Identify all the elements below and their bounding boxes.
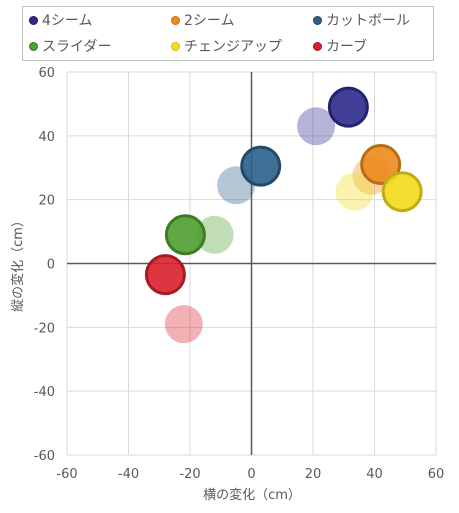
x-axis-title: 横の変化（cm） (203, 487, 301, 503)
y-tick-label: -40 (34, 385, 55, 400)
legend-item-2seam: 2シーム (171, 11, 235, 29)
legend-dot-2seam (171, 15, 180, 25)
legend-label-cutball: カットボール (326, 13, 410, 29)
legend-label-slider: スライダー (42, 39, 112, 55)
legend: 4シーム 2シーム カットボール スライダー チェンジアップ カーブ (22, 6, 434, 61)
legend-label-changeup: チェンジアップ (184, 39, 282, 55)
y-tick-label: -60 (34, 449, 55, 464)
y-tick-label: 40 (38, 130, 55, 145)
x-tick-label: 40 (366, 467, 383, 482)
y-tick-label: 20 (38, 194, 55, 209)
legend-item-slider: スライダー (29, 37, 111, 55)
tick-labels: -60 -40 -20 0 20 40 60 -60 -40 -20 0 20 40 60 (34, 66, 445, 482)
legend-dot-slider (29, 41, 38, 51)
y-tick-label: 60 (38, 66, 55, 81)
legend-label-2seam: 2シーム (184, 13, 235, 29)
data-point (335, 172, 374, 211)
x-tick-label: 60 (428, 467, 445, 482)
y-axis-title: 縦の変化（cm） (10, 214, 26, 312)
legend-dot-cutball (313, 15, 322, 25)
x-tick-label: 0 (247, 467, 255, 482)
data-point (164, 305, 203, 344)
y-tick-label: 0 (47, 258, 55, 273)
x-tick-label: -20 (179, 467, 200, 482)
data-point (360, 144, 402, 186)
x-tick-label: 20 (305, 467, 322, 482)
data-point (327, 86, 369, 128)
legend-item-cutball: カットボール (313, 11, 410, 29)
x-tick-label: -40 (118, 467, 139, 482)
legend-item-4seam: 4シーム (29, 11, 93, 29)
y-tick-label: -20 (34, 321, 55, 336)
axes (67, 72, 436, 455)
data-point (144, 254, 186, 296)
data-points (144, 86, 423, 344)
legend-label-curve: カーブ (326, 39, 368, 55)
data-point (381, 171, 423, 213)
data-point (240, 145, 282, 187)
data-point (164, 214, 206, 256)
legend-item-changeup: チェンジアップ (171, 37, 282, 55)
legend-dot-curve (313, 41, 322, 51)
legend-item-curve: カーブ (313, 37, 367, 55)
data-point (297, 107, 336, 146)
legend-label-4seam: 4シーム (42, 13, 93, 29)
legend-dot-changeup (171, 41, 180, 51)
data-point (195, 215, 234, 254)
legend-dot-4seam (29, 15, 38, 25)
x-tick-label: -60 (56, 467, 77, 482)
